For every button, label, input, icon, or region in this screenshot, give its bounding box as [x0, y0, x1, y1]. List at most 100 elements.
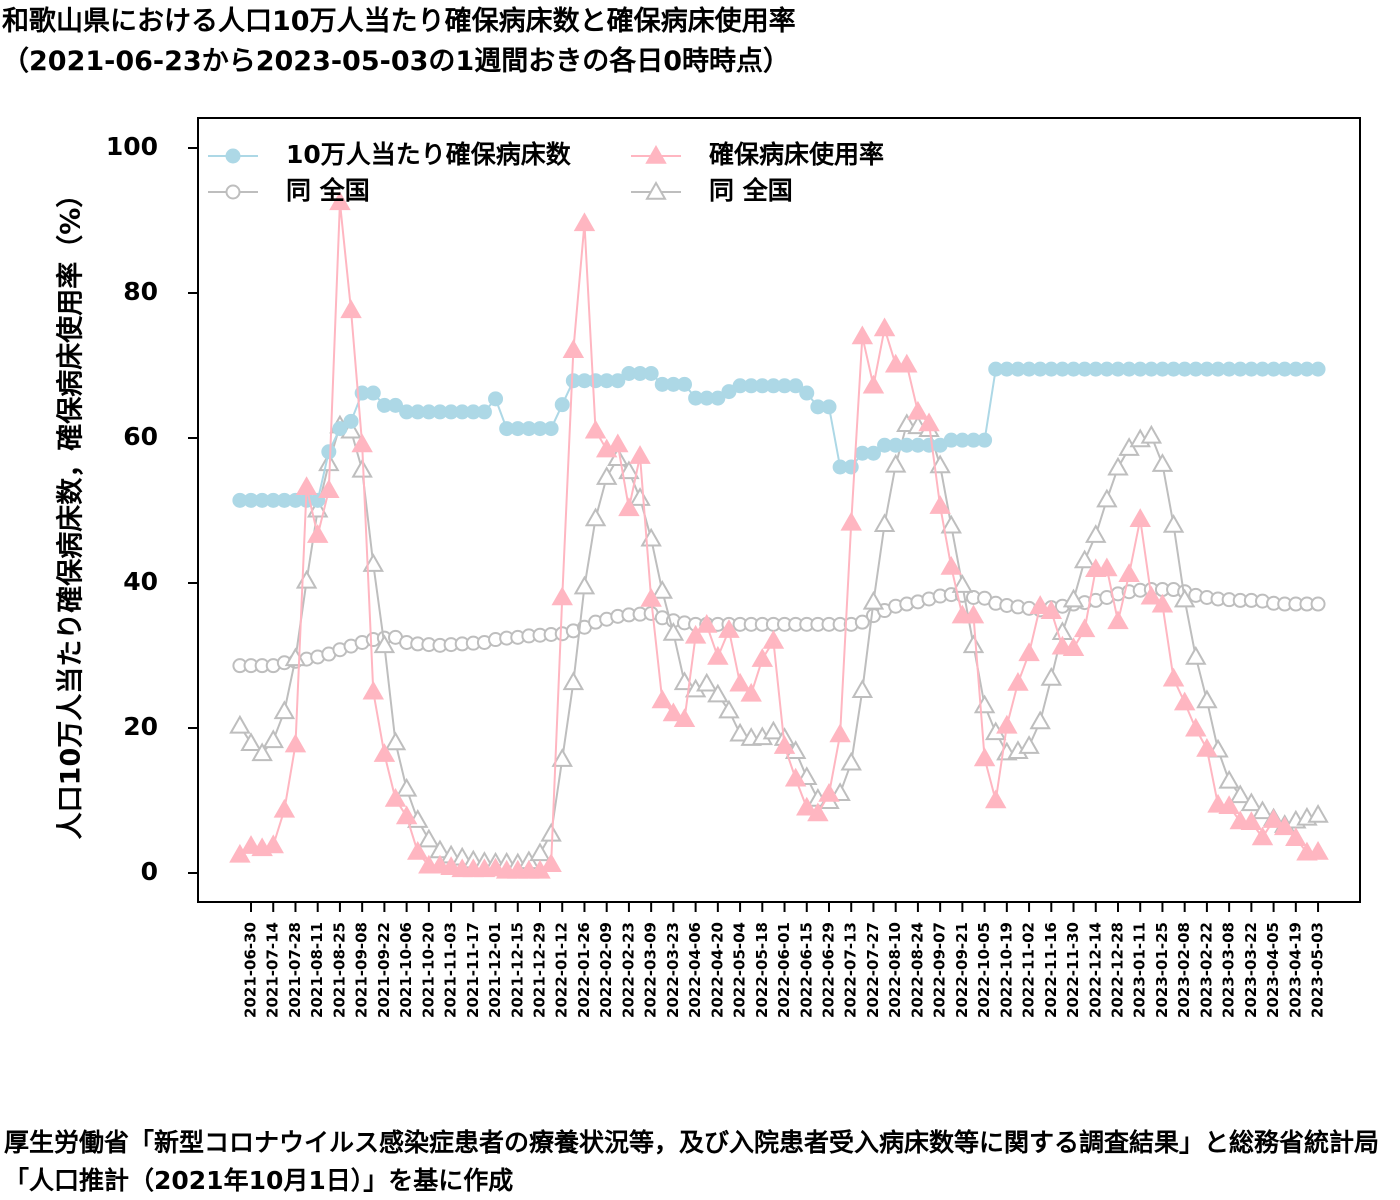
point	[796, 796, 818, 816]
point	[788, 378, 804, 394]
point	[332, 421, 348, 437]
x-tick-label: 2021-12-01	[486, 922, 504, 1018]
series	[229, 191, 1329, 879]
point	[407, 840, 429, 860]
point	[1196, 689, 1218, 709]
point	[351, 458, 373, 478]
point	[707, 683, 729, 703]
point	[543, 421, 559, 437]
chart-subtitle: （2021-06-23から2023-05-03の1週間おきの各日0時時点）	[2, 45, 790, 77]
point	[1073, 618, 1096, 638]
point	[1240, 792, 1263, 812]
point	[488, 391, 504, 407]
y-tick-label: 100	[106, 132, 158, 161]
x-tick-label: 2022-11-16	[1042, 922, 1060, 1018]
point	[321, 444, 337, 460]
point	[929, 495, 951, 514]
point	[696, 672, 718, 692]
point	[384, 788, 407, 807]
x-tick-label: 2023-03-22	[1242, 922, 1260, 1018]
point	[707, 645, 729, 665]
point	[1229, 784, 1251, 804]
point	[362, 680, 385, 700]
point	[1062, 588, 1085, 608]
point	[651, 689, 673, 709]
point	[821, 399, 837, 415]
y-tick-label: 0	[141, 857, 158, 886]
point	[395, 805, 418, 825]
point	[1185, 717, 1207, 737]
point	[607, 433, 629, 453]
legend-label: 同 全国	[709, 176, 793, 205]
point	[718, 619, 740, 638]
point	[962, 604, 985, 624]
point	[373, 634, 396, 654]
point	[1107, 610, 1129, 630]
point	[284, 733, 307, 753]
point	[984, 789, 1007, 809]
point	[977, 432, 993, 448]
point	[1285, 827, 1307, 846]
legend-marker	[225, 184, 241, 200]
point	[862, 374, 885, 394]
x-tick-label: 2021-11-17	[464, 922, 482, 1018]
point	[251, 742, 273, 762]
legend-marker	[645, 144, 667, 164]
x-tick-label: 2022-04-06	[686, 922, 704, 1018]
point	[951, 574, 974, 593]
point	[362, 553, 385, 572]
legend-label: 同 全国	[286, 176, 370, 205]
plot-frame	[197, 117, 1361, 903]
legend-label: 10万人当たり確保病床数	[286, 140, 572, 169]
point	[306, 524, 329, 543]
point	[295, 569, 318, 589]
point	[262, 834, 284, 854]
point	[1251, 800, 1274, 820]
point	[351, 433, 373, 453]
point	[1307, 840, 1329, 860]
point	[595, 466, 618, 485]
x-tick-label: 2023-02-08	[1175, 922, 1193, 1018]
point	[1140, 585, 1163, 605]
point	[551, 748, 573, 767]
x-tick-label: 2021-10-06	[397, 922, 415, 1018]
point	[751, 648, 774, 667]
point	[718, 699, 740, 719]
point	[1218, 769, 1240, 789]
point	[618, 497, 640, 517]
x-tick-label: 2022-07-13	[842, 922, 860, 1018]
x-tick-label: 2022-01-12	[553, 922, 571, 1018]
point	[818, 782, 840, 802]
point	[799, 385, 815, 401]
point	[1262, 809, 1285, 828]
legend-marker	[645, 180, 667, 200]
point	[562, 671, 585, 691]
x-tick-label: 2022-08-10	[886, 922, 904, 1018]
y-tick-label: 80	[123, 277, 158, 306]
point	[762, 720, 785, 740]
point	[1085, 524, 1107, 543]
point	[1151, 593, 1174, 613]
point	[329, 191, 351, 211]
x-tick-label: 2021-10-20	[419, 922, 437, 1018]
point	[862, 590, 885, 610]
y-tick-label: 60	[123, 422, 158, 451]
point	[395, 777, 418, 797]
point	[840, 751, 862, 771]
point	[651, 579, 673, 599]
point	[1310, 361, 1326, 377]
point	[907, 400, 929, 420]
point	[1196, 738, 1218, 757]
x-tick-label: 2022-05-04	[731, 922, 749, 1018]
point	[684, 624, 707, 644]
point	[640, 587, 662, 607]
point	[573, 212, 596, 232]
y-axis-label: 人口10万人当たり確保病床数，確保病床使用率（%）	[55, 181, 87, 840]
x-tick-label: 2021-08-25	[330, 922, 348, 1018]
point	[729, 722, 751, 742]
point	[273, 798, 296, 818]
x-tick-label: 2022-09-21	[953, 922, 971, 1018]
point	[610, 373, 626, 389]
point	[940, 514, 962, 534]
point	[840, 511, 862, 531]
